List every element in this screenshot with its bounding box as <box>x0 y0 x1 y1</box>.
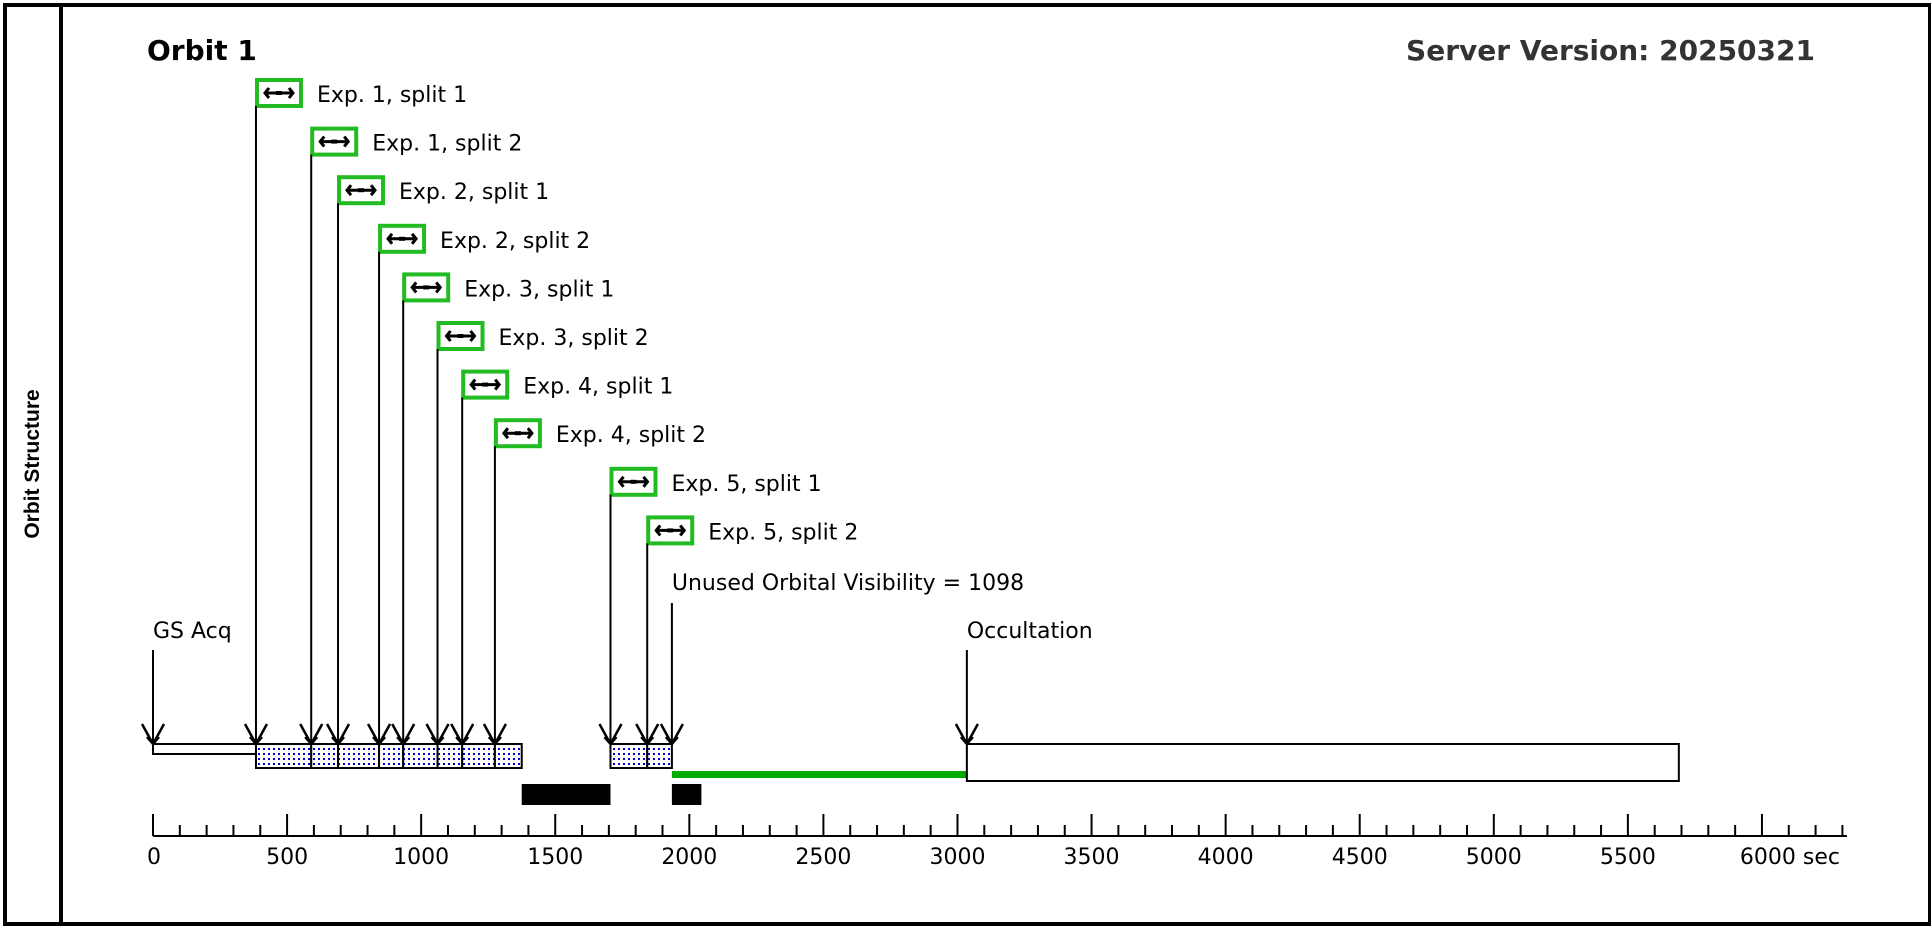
exposure-segment <box>436 743 464 769</box>
exposure-segment <box>378 743 405 769</box>
axis-tick-label: 500 <box>266 845 308 870</box>
exposure-marker-label: Exp. 5, split 2 <box>708 520 858 545</box>
axis-tick-label: 5000 <box>1466 845 1522 870</box>
double-arrow-dot-icon <box>275 91 282 95</box>
axis-tick-label: 4500 <box>1332 845 1388 870</box>
exposure-segment <box>310 743 340 769</box>
exposure-segment <box>254 743 313 769</box>
server-version: Server Version: 20250321 <box>1406 34 1815 67</box>
occultation-segment <box>965 743 1680 782</box>
axis-tick-label: 1500 <box>527 845 583 870</box>
axis-tick-label: 1000 <box>393 845 449 870</box>
double-arrow-dot-icon <box>667 528 674 533</box>
double-arrow-dot-icon <box>482 382 489 387</box>
axis-tick-label: 0 <box>147 845 161 870</box>
occultation-label: Occultation <box>967 619 1093 644</box>
overhead-bar <box>671 784 702 805</box>
axis-tick-label: 3000 <box>929 845 985 870</box>
exposure-marker-label: Exp. 2, split 1 <box>399 180 549 205</box>
exposure-segment <box>337 743 381 769</box>
double-arrow-dot-icon <box>358 188 365 193</box>
double-arrow-dot-icon <box>423 285 430 290</box>
axis-tick-label: 5500 <box>1600 845 1656 870</box>
exposure-marker-label: Exp. 2, split 2 <box>440 229 590 254</box>
exposure-segment <box>493 743 523 769</box>
axis-tick-label: 2000 <box>661 845 717 870</box>
exposure-segment <box>609 743 649 769</box>
overhead-bar <box>521 784 611 805</box>
exposure-marker-label: Exp. 3, split 2 <box>499 326 649 351</box>
axis-tick-label: 2500 <box>795 845 851 870</box>
double-arrow-dot-icon <box>630 479 637 484</box>
gs-acq-segment <box>152 743 257 755</box>
double-arrow-dot-icon <box>399 236 406 241</box>
side-header: Orbit Structure <box>7 7 63 922</box>
gs-acq-label: GS Acq <box>153 619 232 644</box>
exposure-marker-label: Exp. 3, split 1 <box>464 277 614 302</box>
unused-visibility-bar <box>671 771 967 778</box>
double-arrow-dot-icon <box>457 334 464 338</box>
exposure-segment <box>402 743 439 769</box>
exposure-marker-label: Exp. 4, split 2 <box>556 423 706 448</box>
exposure-marker-label: Exp. 4, split 1 <box>523 375 673 400</box>
exposure-segment <box>646 743 673 769</box>
double-arrow-dot-icon <box>514 431 521 436</box>
axis-tick-label: 6000 sec <box>1740 845 1840 870</box>
axis-tick-label: 3500 <box>1064 845 1120 870</box>
exposure-marker-label: Exp. 1, split 2 <box>372 132 522 157</box>
axis-tick-label: 4000 <box>1198 845 1254 870</box>
unused-visibility-label: Unused Orbital Visibility = 1098 <box>672 571 1024 596</box>
exposure-segment <box>461 743 496 769</box>
orbit-title: Orbit 1 <box>147 34 257 67</box>
exposure-marker-label: Exp. 5, split 1 <box>671 472 821 497</box>
double-arrow-dot-icon <box>331 139 338 144</box>
exposure-marker-label: Exp. 1, split 1 <box>317 83 467 108</box>
orbit-structure-panel: Orbit Structure Orbit 1 Server Version: 2… <box>3 3 1931 926</box>
orbit-diagram: Orbit 1 Server Version: 20250321 Exp. 1, s… <box>140 34 1847 870</box>
